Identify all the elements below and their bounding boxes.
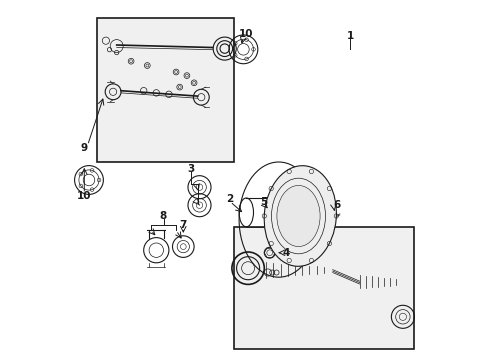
- Text: 4: 4: [282, 248, 289, 258]
- Text: 7: 7: [179, 220, 186, 230]
- Text: 10: 10: [239, 29, 253, 39]
- Text: 3: 3: [187, 164, 194, 174]
- Text: 2: 2: [226, 194, 233, 204]
- Ellipse shape: [264, 166, 336, 266]
- Text: 1: 1: [346, 31, 353, 41]
- Bar: [97, 18, 233, 162]
- Text: 10: 10: [77, 191, 91, 201]
- Ellipse shape: [276, 185, 320, 247]
- Text: 8: 8: [160, 211, 167, 221]
- Text: 5: 5: [260, 197, 267, 207]
- Bar: [233, 227, 413, 349]
- Text: 6: 6: [332, 200, 340, 210]
- Text: 9: 9: [81, 143, 88, 153]
